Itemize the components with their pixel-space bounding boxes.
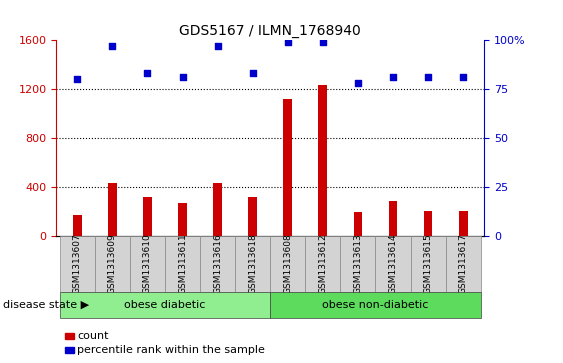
Bar xyxy=(165,236,200,292)
Point xyxy=(354,80,363,86)
Point xyxy=(388,74,397,80)
Title: GDS5167 / ILMN_1768940: GDS5167 / ILMN_1768940 xyxy=(180,24,361,37)
Bar xyxy=(200,236,235,292)
Point xyxy=(423,74,432,80)
Point xyxy=(318,39,327,45)
Bar xyxy=(235,236,270,292)
Text: obese non-diabetic: obese non-diabetic xyxy=(322,300,428,310)
Bar xyxy=(60,292,270,318)
Bar xyxy=(130,236,165,292)
Text: GSM1313613: GSM1313613 xyxy=(354,234,363,294)
Text: GSM1313611: GSM1313611 xyxy=(178,234,187,294)
Bar xyxy=(283,99,292,236)
Bar xyxy=(410,236,445,292)
Bar xyxy=(354,212,363,236)
Point xyxy=(283,39,292,45)
Bar xyxy=(445,236,481,292)
Bar xyxy=(143,197,152,236)
Point xyxy=(178,74,187,80)
Text: GSM1313607: GSM1313607 xyxy=(73,234,82,294)
Bar xyxy=(270,236,305,292)
Text: GSM1313608: GSM1313608 xyxy=(283,234,292,294)
Bar xyxy=(424,211,432,236)
Bar xyxy=(270,292,481,318)
Bar xyxy=(60,236,95,292)
Text: GSM1313610: GSM1313610 xyxy=(143,234,152,294)
Text: obese diabetic: obese diabetic xyxy=(124,300,205,310)
Bar xyxy=(213,183,222,236)
Text: disease state ▶: disease state ▶ xyxy=(3,300,89,310)
Text: GSM1313614: GSM1313614 xyxy=(388,234,397,294)
Bar xyxy=(73,215,82,236)
Bar xyxy=(95,236,130,292)
Bar xyxy=(376,236,410,292)
Bar xyxy=(341,236,376,292)
Text: GSM1313618: GSM1313618 xyxy=(248,234,257,294)
Point xyxy=(143,70,152,76)
Bar xyxy=(178,203,187,236)
Bar xyxy=(248,197,257,236)
Text: count: count xyxy=(77,331,109,341)
Text: GSM1313609: GSM1313609 xyxy=(108,234,117,294)
Point xyxy=(73,76,82,82)
Bar xyxy=(459,211,467,236)
Bar xyxy=(108,183,117,236)
Bar xyxy=(305,236,341,292)
Point xyxy=(108,43,117,49)
Text: GSM1313616: GSM1313616 xyxy=(213,234,222,294)
Point xyxy=(459,74,468,80)
Text: GSM1313615: GSM1313615 xyxy=(423,234,432,294)
Bar xyxy=(388,201,397,236)
Point xyxy=(213,43,222,49)
Text: percentile rank within the sample: percentile rank within the sample xyxy=(77,345,265,355)
Point xyxy=(248,70,257,76)
Text: GSM1313617: GSM1313617 xyxy=(459,234,468,294)
Text: GSM1313612: GSM1313612 xyxy=(318,234,327,294)
Bar xyxy=(319,85,327,236)
